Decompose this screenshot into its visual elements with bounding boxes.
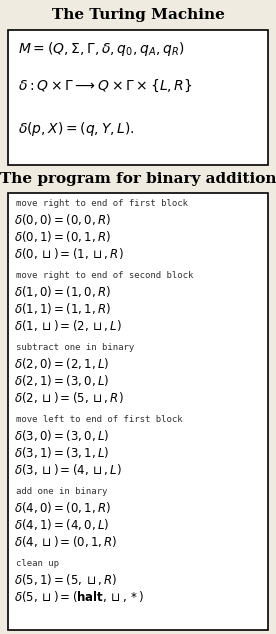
Text: clean up: clean up [16,559,59,568]
Text: $\delta(0,\sqcup) = (1, \sqcup, R)$: $\delta(0,\sqcup) = (1, \sqcup, R)$ [14,246,124,261]
Text: The Turing Machine: The Turing Machine [52,8,224,22]
Text: $\delta(3,0) = (3, 0, L)$: $\delta(3,0) = (3, 0, L)$ [14,428,110,443]
Text: $\delta(2,1) = (3, 0, L)$: $\delta(2,1) = (3, 0, L)$ [14,373,110,388]
Text: move right to end of first block: move right to end of first block [16,199,188,208]
Text: move left to end of first block: move left to end of first block [16,415,183,424]
Text: $\delta(0,1) = (0, 1, R)$: $\delta(0,1) = (0, 1, R)$ [14,229,111,244]
Text: $\delta(p, X) = (q, Y, L).$: $\delta(p, X) = (q, Y, L).$ [18,120,135,138]
Text: $\delta(5,\sqcup) = (\mathbf{halt}, \sqcup, *)$: $\delta(5,\sqcup) = (\mathbf{halt}, \sqc… [14,589,144,604]
Text: $\delta(3,1) = (3, 1, L)$: $\delta(3,1) = (3, 1, L)$ [14,445,110,460]
Text: $\delta : Q \times \Gamma \longrightarrow Q \times \Gamma \times \{L, R\}$: $\delta : Q \times \Gamma \longrightarro… [18,78,193,94]
Text: $\delta(2,0) = (2, 1, L)$: $\delta(2,0) = (2, 1, L)$ [14,356,110,371]
Bar [8,30,268,165]
Text: $\delta(1,1) = (1, 1, R)$: $\delta(1,1) = (1, 1, R)$ [14,301,111,316]
Text: $\delta(3,\sqcup) = (4, \sqcup, L)$: $\delta(3,\sqcup) = (4, \sqcup, L)$ [14,462,122,477]
Text: $\delta(5,1) = (5, \sqcup, R)$: $\delta(5,1) = (5, \sqcup, R)$ [14,572,117,587]
Text: $M = (Q, \Sigma, \Gamma, \delta, q_0, q_A, q_R)$: $M = (Q, \Sigma, \Gamma, \delta, q_0, q_… [18,40,184,58]
Text: $\delta(2,\sqcup) = (5, \sqcup, R)$: $\delta(2,\sqcup) = (5, \sqcup, R)$ [14,390,124,405]
Text: $\delta(1,0) = (1, 0, R)$: $\delta(1,0) = (1, 0, R)$ [14,284,111,299]
Text: $\delta(4,1) = (4, 0, L)$: $\delta(4,1) = (4, 0, L)$ [14,517,110,532]
Text: $\delta(0,0) = (0, 0, R)$: $\delta(0,0) = (0, 0, R)$ [14,212,111,227]
Text: The program for binary addition: The program for binary addition [0,172,276,186]
Text: $\delta(4,0) = (0, 1, R)$: $\delta(4,0) = (0, 1, R)$ [14,500,111,515]
Text: add one in binary: add one in binary [16,487,107,496]
Text: move right to end of second block: move right to end of second block [16,271,193,280]
Bar [8,193,268,630]
Text: subtract one in binary: subtract one in binary [16,343,134,352]
Text: $\delta(1,\sqcup) = (2, \sqcup, L)$: $\delta(1,\sqcup) = (2, \sqcup, L)$ [14,318,122,333]
Text: $\delta(4,\sqcup) = (0, 1, R)$: $\delta(4,\sqcup) = (0, 1, R)$ [14,534,117,549]
